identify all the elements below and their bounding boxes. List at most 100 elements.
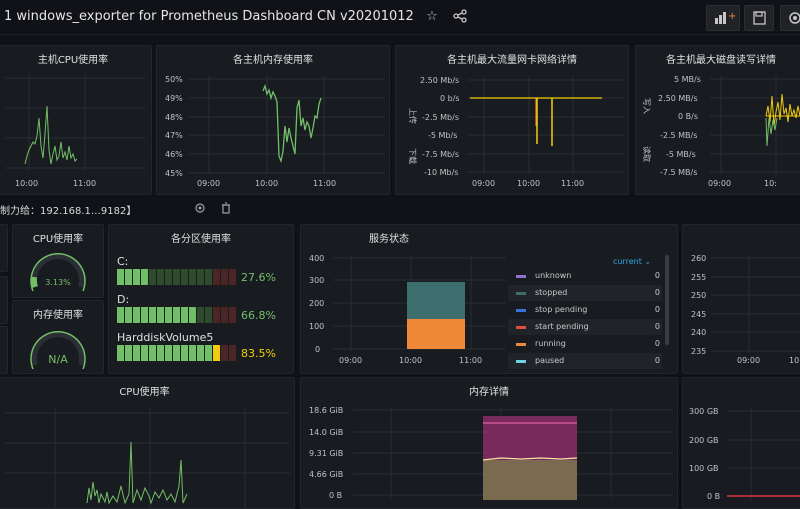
- y-tick: 5 MB/s: [674, 75, 701, 84]
- settings-button[interactable]: [780, 5, 800, 31]
- y-tick: 45%: [165, 169, 183, 178]
- y-axis-label-bottom: 读取: [642, 146, 652, 162]
- mem-gauge-value: N/A: [48, 353, 68, 366]
- bar-segment: [125, 269, 132, 285]
- right-bottom-chart: 300 GB 200 GB 100 GB 0 B: [689, 407, 800, 501]
- partition-label: D:: [117, 293, 130, 306]
- x-tick: 10:00: [517, 179, 540, 188]
- panel-right-bottom[interactable]: 300 GB 200 GB 100 GB 0 B: [682, 377, 800, 509]
- bar-segment: [205, 269, 212, 285]
- bar-segment: [229, 269, 236, 285]
- y-tick: 400: [309, 254, 324, 263]
- panel-host-cpu-usage[interactable]: 主机CPU使用率 10:00 11:00: [0, 45, 152, 195]
- legend-label: stop pending: [535, 305, 588, 314]
- y-tick: 50%: [165, 75, 183, 84]
- row-header[interactable]: 制力给：192.168.1…9182】: [0, 198, 800, 218]
- y-tick: 4.66 GiB: [309, 470, 343, 479]
- cpu-host-chart: 10:00 11:00: [5, 74, 145, 188]
- y-tick: 14.0 GiB: [309, 428, 343, 437]
- y-tick: 9.31 GiB: [309, 449, 343, 458]
- svg-text:+: +: [728, 11, 736, 22]
- legend-value: 0: [654, 356, 660, 365]
- panel-right-mid[interactable]: 260 255 250 245 240 235 09:00 10:00: [682, 224, 800, 374]
- x-tick: 10:00: [789, 356, 800, 365]
- y-tick: 18.6 GiB: [309, 406, 343, 415]
- y-tick: -5 Mb/s: [428, 131, 457, 140]
- legend-row[interactable]: stopped 0: [508, 285, 662, 301]
- bar-segment: [117, 269, 124, 285]
- y-tick: 300: [309, 276, 324, 285]
- legend-sort-header[interactable]: current ⌄: [613, 257, 652, 266]
- dashboard-title[interactable]: 1 windows_exporter for Prometheus Dashbo…: [4, 9, 414, 24]
- legend-row[interactable]: paused 0: [508, 353, 662, 369]
- x-tick: 10:00: [255, 179, 278, 188]
- panel-net-traffic[interactable]: 各主机最大流量网卡网络详情 2.50 Mb/s 0 b/s -2.5 Mb/s …: [395, 45, 629, 195]
- legend-swatch: [516, 275, 526, 278]
- legend-swatch: [516, 309, 526, 312]
- add-panel-button[interactable]: +: [706, 5, 740, 31]
- legend-row[interactable]: stop pending 0: [508, 302, 662, 318]
- bar-segment: [157, 269, 164, 285]
- gear-icon[interactable]: [194, 202, 206, 214]
- share-icon[interactable]: [452, 9, 468, 25]
- bar-segment: [189, 269, 196, 285]
- legend-swatch: [516, 343, 526, 346]
- partition-bar: [117, 269, 237, 285]
- mem-detail-chart: 18.6 GiB 14.0 GiB 9.31 GiB 4.66 GiB 0 B: [309, 406, 673, 500]
- y-tick: 260: [691, 254, 706, 263]
- bar-segment: [197, 269, 204, 285]
- legend-label: paused: [535, 356, 565, 365]
- y-tick: 46%: [165, 150, 183, 159]
- legend-row[interactable]: start pending 0: [508, 319, 662, 335]
- bar-segment: [213, 307, 220, 323]
- panel-mem-gauge[interactable]: 内存使用率 N/A: [12, 300, 104, 374]
- panel-mem-detail[interactable]: 内存详情 18.6 GiB 14.0 GiB 9.31 GiB 4.66 GiB…: [300, 377, 678, 509]
- panel-stub: [0, 276, 8, 324]
- bar-segment: [189, 345, 196, 361]
- y-tick: 0 B: [329, 491, 342, 500]
- cpu-usage-chart: [5, 408, 290, 508]
- legend-scrollbar[interactable]: [665, 255, 669, 345]
- panel-partitions[interactable]: 各分区使用率 C: 27.6% D: 66.8% HarddiskVolume5…: [108, 224, 294, 374]
- panel-disk-rw[interactable]: 各主机最大磁盘读写详情 5 MB/s 2.50 MB/s 0 B/s -2.5 …: [635, 45, 800, 195]
- y-tick: -5 MB/s: [666, 150, 696, 159]
- y-tick: 0 B: [707, 492, 720, 501]
- bar-segment: [213, 345, 220, 361]
- settings-icon: [789, 12, 800, 24]
- bar-segment: [205, 345, 212, 361]
- star-icon[interactable]: ☆: [426, 9, 438, 24]
- trash-icon[interactable]: [220, 202, 232, 214]
- panel-title: 各主机内存使用率: [233, 55, 313, 66]
- row-title: 制力给：192.168.1…9182】: [0, 206, 137, 217]
- add-panel-icon: +: [715, 11, 736, 24]
- panel-host-mem-usage[interactable]: 各主机内存使用率 50% 49% 48% 47% 46% 45% 09:00 1…: [156, 45, 390, 195]
- panel-cpu-usage[interactable]: CPU使用率: [0, 377, 295, 509]
- partition-percent: 27.6%: [241, 271, 276, 284]
- bar-segment: [157, 307, 164, 323]
- bar-segment: [165, 269, 172, 285]
- bar-segment: [229, 345, 236, 361]
- bar-segment: [117, 345, 124, 361]
- x-tick: 09:00: [339, 356, 362, 365]
- y-axis-label-top: 写入: [642, 98, 651, 114]
- legend-row[interactable]: unknown 0: [508, 268, 662, 284]
- right-mid-chart: 260 255 250 245 240 235 09:00 10:00: [691, 254, 800, 365]
- panel-cpu-gauge[interactable]: CPU使用率 3.13%: [12, 224, 104, 298]
- partition-label: HarddiskVolume5: [117, 331, 214, 344]
- x-tick: 10:00: [15, 179, 38, 188]
- legend-row[interactable]: running 0: [508, 336, 662, 352]
- save-button[interactable]: [744, 5, 774, 31]
- legend-swatch: [516, 326, 526, 329]
- legend-swatch: [516, 292, 526, 295]
- partition-percent: 83.5%: [241, 347, 276, 360]
- bar-segment: [117, 307, 124, 323]
- bar-segment: [141, 345, 148, 361]
- legend-label: stopped: [535, 288, 568, 297]
- dashboard-navbar: 1 windows_exporter for Prometheus Dashbo…: [0, 0, 800, 35]
- y-tick: 240: [691, 328, 706, 337]
- bar-segment: [197, 345, 204, 361]
- y-tick: 250: [691, 291, 706, 300]
- y-axis-label-bottom: 下载: [408, 148, 418, 164]
- legend-value: 0: [654, 322, 660, 331]
- y-tick: 2.50 Mb/s: [420, 76, 459, 85]
